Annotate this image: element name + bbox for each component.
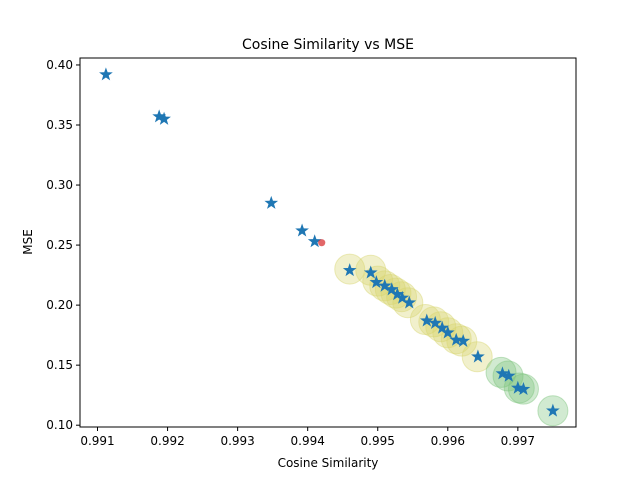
star-point-11 bbox=[390, 287, 405, 301]
y-tick-label-5: 0.35 bbox=[46, 118, 73, 132]
star-point-21 bbox=[495, 366, 510, 380]
star-point-22 bbox=[501, 368, 516, 382]
star-point-5 bbox=[307, 234, 322, 248]
star-point-24 bbox=[516, 381, 531, 395]
star-point-6 bbox=[342, 263, 357, 277]
y-tick-label-1: 0.15 bbox=[46, 358, 73, 372]
star-point-0 bbox=[99, 67, 113, 81]
x-tick-label-1: 0.992 bbox=[150, 434, 184, 448]
star-point-9 bbox=[377, 278, 392, 292]
star-point-1 bbox=[152, 109, 167, 123]
star-point-20 bbox=[471, 349, 485, 363]
y-tick-label-4: 0.30 bbox=[46, 178, 73, 192]
y-tick-label-6: 0.40 bbox=[46, 58, 73, 72]
x-tick-label-2: 0.993 bbox=[220, 434, 254, 448]
x-tick-label-3: 0.994 bbox=[291, 434, 325, 448]
y-axis-label: MSE bbox=[21, 229, 35, 255]
star-point-7 bbox=[363, 265, 378, 279]
y-tick-label-3: 0.25 bbox=[46, 238, 73, 252]
star-point-18 bbox=[449, 332, 464, 346]
chart-title: Cosine Similarity vs MSE bbox=[242, 37, 414, 53]
star-point-13 bbox=[402, 295, 417, 309]
star-point-19 bbox=[456, 333, 471, 347]
ticks-layer: 0.991 0.992 0.993 0.994 0.995 0.996 0.997 0.10 0… bbox=[46, 58, 535, 448]
star-point-14 bbox=[419, 313, 434, 327]
star-point-4 bbox=[295, 223, 309, 237]
y-tick-label-0: 0.10 bbox=[46, 418, 73, 432]
star-point-12 bbox=[395, 290, 410, 304]
x-tick-label-0: 0.991 bbox=[80, 434, 114, 448]
star-point-10 bbox=[384, 282, 399, 296]
star-point-3 bbox=[264, 195, 279, 209]
star-point-15 bbox=[428, 315, 443, 329]
x-axis-label: Cosine Similarity bbox=[278, 456, 379, 470]
star-point-8 bbox=[369, 275, 384, 289]
star-point-25 bbox=[546, 403, 560, 417]
plot-frame bbox=[79, 57, 577, 428]
star-point-17 bbox=[440, 325, 455, 339]
x-tick-label-4: 0.995 bbox=[361, 434, 395, 448]
x-tick-label-5: 0.996 bbox=[431, 434, 465, 448]
star-point-2 bbox=[157, 111, 171, 125]
x-tick-label-6: 0.997 bbox=[501, 434, 535, 448]
points-layer bbox=[99, 67, 560, 417]
star-point-16 bbox=[435, 320, 450, 334]
y-tick-label-2: 0.20 bbox=[46, 298, 73, 312]
highlight-point bbox=[318, 239, 326, 247]
